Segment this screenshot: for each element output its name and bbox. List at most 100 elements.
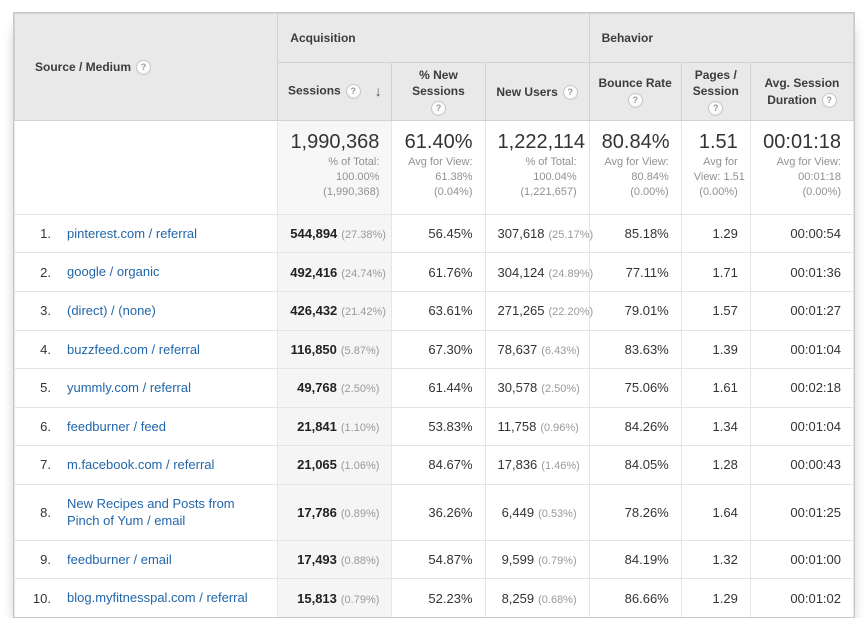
table-row: 5. yummly.com / referral 49,768 (2.50%) 61.4… bbox=[13, 368, 855, 408]
avg-session-duration-header-label: Avg. Session Duration bbox=[764, 76, 840, 107]
column-header-pages-session[interactable]: Pages / Session bbox=[680, 61, 751, 122]
avg-session-duration-cell: 00:00:54 bbox=[749, 213, 855, 253]
help-icon[interactable] bbox=[708, 101, 724, 117]
new-users-value: 304,124 bbox=[497, 264, 545, 280]
total-bounce-value: 80.84% bbox=[601, 131, 670, 154]
sort-descending-icon[interactable] bbox=[375, 82, 382, 101]
pages-session-cell: 1.64 bbox=[680, 483, 751, 541]
column-header-bounce-rate[interactable]: Bounce Rate bbox=[588, 61, 682, 122]
help-icon[interactable] bbox=[136, 59, 152, 75]
column-header-sessions[interactable]: Sessions bbox=[277, 61, 393, 122]
new-users-value: 9,599 bbox=[501, 552, 535, 568]
group-header-behavior: Behavior bbox=[588, 13, 855, 63]
table-row: 1. pinterest.com / referral 544,894 (27.38%… bbox=[13, 213, 855, 253]
new-users-cell: 11,758 (0.96%) bbox=[484, 406, 590, 446]
source-medium-report-table: Source / Medium Acquisition Behavior Ses… bbox=[13, 12, 855, 618]
total-sub-line: (0.04%) bbox=[433, 186, 473, 199]
source-medium-link[interactable]: google / organic bbox=[67, 264, 160, 280]
total-sub-line: 80.84% bbox=[631, 171, 669, 184]
column-header-new-sessions[interactable]: % New Sessions bbox=[391, 61, 486, 122]
bounce-rate-cell: 86.66% bbox=[588, 578, 682, 617]
source-medium-link[interactable]: New Recipes and Posts from Pinch of Yum … bbox=[67, 495, 235, 529]
sessions-cell: 116,850 (5.87%) bbox=[277, 329, 393, 369]
sessions-percent: (1.10%) bbox=[340, 421, 380, 434]
totals-row: 1,990,368 % of Total: 100.00% (1,990,368) 61… bbox=[13, 120, 855, 215]
acquisition-group-label: Acquisition bbox=[290, 31, 356, 45]
source-medium-link[interactable]: yummly.com / referral bbox=[67, 380, 191, 396]
table-row: 8. New Recipes and Posts from Pinch of Yu… bbox=[13, 483, 855, 541]
sessions-cell: 15,813 (0.79%) bbox=[277, 578, 393, 617]
avg-session-duration-cell: 00:02:18 bbox=[749, 368, 855, 408]
source-medium-link[interactable]: (direct) / (none) bbox=[67, 303, 156, 318]
help-icon[interactable] bbox=[627, 93, 643, 109]
group-header-acquisition: Acquisition bbox=[277, 13, 590, 63]
column-header-new-users[interactable]: New Users bbox=[484, 61, 590, 122]
pages-session-cell: 1.39 bbox=[680, 329, 751, 369]
help-icon[interactable] bbox=[562, 84, 578, 100]
source-medium-link[interactable]: feedburner / feed bbox=[67, 418, 167, 434]
bounce-rate-cell: 79.01% bbox=[588, 291, 682, 331]
total-duration-value: 00:01:18 bbox=[763, 131, 841, 154]
help-icon[interactable] bbox=[430, 101, 446, 117]
source-medium-link[interactable]: buzzfeed.com / referral bbox=[67, 341, 200, 357]
sessions-value: 544,894 bbox=[290, 226, 338, 242]
table-row: 7. m.facebook.com / referral 21,065 (1.06%)… bbox=[13, 445, 855, 485]
bounce-rate-cell: 84.05% bbox=[588, 445, 682, 485]
source-medium-cell: 7. m.facebook.com / referral bbox=[13, 445, 279, 485]
source-medium-link[interactable]: blog.myfitnesspal.com / referral bbox=[67, 590, 248, 606]
new-users-cell: 9,599 (0.79%) bbox=[484, 539, 590, 579]
column-header-avg-session-duration[interactable]: Avg. Session Duration bbox=[749, 61, 855, 122]
source-medium-cell: 4. buzzfeed.com / referral bbox=[13, 329, 279, 369]
row-rank: 4. bbox=[40, 341, 51, 357]
row-rank: 8. bbox=[40, 504, 51, 520]
source-medium-cell-inner: 10. blog.myfitnesspal.com / referral bbox=[15, 589, 269, 607]
avg-session-duration-cell: 00:01:02 bbox=[749, 578, 855, 617]
new-users-value: 6,449 bbox=[501, 504, 535, 520]
new-sessions-cell: 54.87% bbox=[391, 539, 486, 579]
sessions-value: 492,416 bbox=[290, 264, 338, 280]
help-icon[interactable] bbox=[821, 92, 837, 108]
sessions-value: 116,850 bbox=[290, 341, 337, 357]
totals-empty-cell bbox=[13, 120, 279, 215]
new-users-value: 271,265 bbox=[497, 303, 545, 319]
source-medium-link[interactable]: feedburner / email bbox=[67, 551, 172, 567]
pages-session-cell: 1.32 bbox=[680, 539, 751, 579]
source-medium-cell: 1. pinterest.com / referral bbox=[13, 213, 279, 253]
total-sub-line: (0.00%) bbox=[699, 186, 738, 199]
new-sessions-cell: 84.67% bbox=[391, 445, 486, 485]
row-rank: 2. bbox=[40, 264, 51, 280]
new-users-cell: 17,836 (1.46%) bbox=[484, 445, 590, 485]
source-medium-link[interactable]: pinterest.com / referral bbox=[67, 225, 198, 241]
new-users-percent: (6.43%) bbox=[541, 344, 580, 357]
total-sub-line: Avg for View: bbox=[604, 156, 669, 169]
pages-session-cell: 1.29 bbox=[680, 578, 751, 617]
table-row: 9. feedburner / email 17,493 (0.88%) 54.87% 9… bbox=[13, 539, 855, 579]
bounce-rate-cell: 75.06% bbox=[588, 368, 682, 408]
help-icon[interactable] bbox=[345, 84, 361, 100]
source-medium-cell-inner: 7. m.facebook.com / referral bbox=[15, 456, 269, 474]
source-medium-cell-inner: 4. buzzfeed.com / referral bbox=[15, 341, 269, 359]
sessions-cell: 544,894 (27.38%) bbox=[277, 213, 393, 253]
new-users-percent: (2.50%) bbox=[541, 383, 580, 396]
new-users-cell: 271,265 (22.20%) bbox=[484, 291, 593, 331]
total-new-users-value: 1,222,114 bbox=[497, 131, 586, 154]
column-header-source-medium[interactable]: Source / Medium bbox=[13, 12, 279, 122]
avg-session-duration-cell: 00:01:04 bbox=[749, 406, 855, 446]
group-header-row: Source / Medium Acquisition Behavior bbox=[13, 12, 855, 122]
new-sessions-cell: 53.83% bbox=[391, 406, 486, 446]
new-users-cell: 30,578 (2.50%) bbox=[484, 368, 590, 408]
total-sub-line: % of Total: bbox=[328, 156, 380, 169]
new-users-cell: 8,259 (0.68%) bbox=[484, 578, 590, 617]
bounce-rate-cell: 83.63% bbox=[588, 329, 682, 369]
new-users-cell: 6,449 (0.53%) bbox=[484, 483, 590, 541]
source-medium-cell: 6. feedburner / feed bbox=[13, 406, 279, 446]
source-medium-cell: 3. (direct) / (none) bbox=[13, 291, 279, 331]
source-medium-link[interactable]: m.facebook.com / referral bbox=[67, 457, 215, 473]
source-medium-cell: 2. google / organic bbox=[13, 252, 279, 292]
sessions-cell: 21,065 (1.06%) bbox=[277, 445, 393, 485]
bounce-rate-cell: 85.18% bbox=[588, 213, 682, 253]
new-sessions-cell: 61.76% bbox=[391, 252, 486, 292]
source-medium-label: Source / Medium bbox=[35, 59, 132, 74]
total-pages-value: 1.51 bbox=[698, 131, 738, 154]
sessions-cell: 492,416 (24.74%) bbox=[277, 252, 393, 292]
